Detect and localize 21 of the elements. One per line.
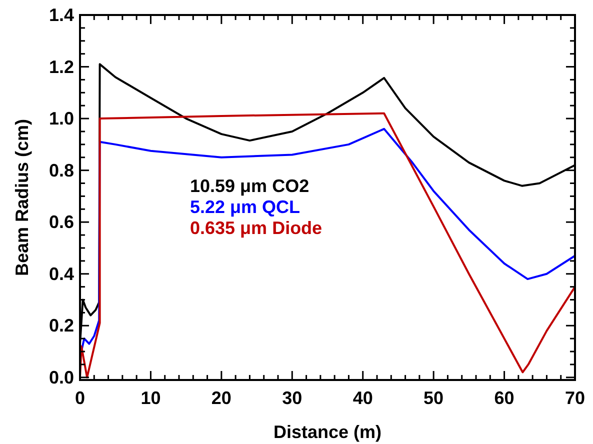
- y-tick-label: 0.6: [48, 212, 74, 232]
- x-tick-label: 60: [494, 388, 514, 408]
- y-tick-label: 1.0: [48, 108, 74, 129]
- y-axis-title: Beam Radius (cm): [12, 118, 32, 276]
- text: 0.635 μm Diode: [190, 218, 322, 238]
- x-tick-label: 10: [140, 388, 161, 408]
- x-tick-label: 40: [352, 388, 373, 408]
- x-tick-label: 50: [424, 388, 444, 408]
- x-axis-title: Distance (m): [273, 422, 382, 442]
- x-tick-label: 0: [74, 388, 86, 408]
- x-tick-label: 70: [564, 388, 586, 408]
- text: 5.22 μm QCL: [190, 197, 300, 217]
- y-tick-label: 0.8: [48, 160, 74, 180]
- text: 10.59 μm CO2: [190, 176, 310, 196]
- y-tick-label: 0.4: [48, 264, 74, 284]
- x-tick-label: 20: [211, 388, 232, 408]
- y-tick-label: 1.2: [48, 56, 74, 77]
- y-tick-label: 0.0: [48, 367, 74, 388]
- y-tick-label: 0.2: [48, 316, 74, 336]
- x-tick-label: 30: [282, 388, 302, 408]
- y-tick-label: 1.4: [48, 5, 74, 25]
